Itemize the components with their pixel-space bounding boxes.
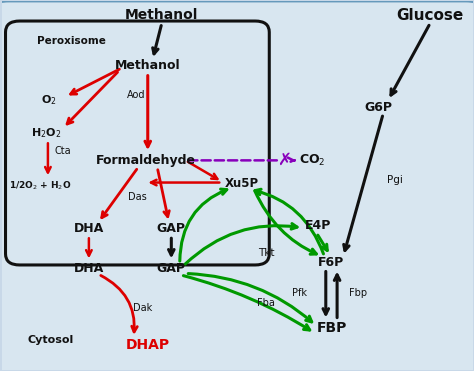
Text: E4P: E4P	[305, 219, 331, 232]
Text: Methanol: Methanol	[115, 59, 181, 72]
Text: Fbp: Fbp	[349, 288, 367, 298]
Text: ✗: ✗	[277, 151, 292, 169]
Text: Pfk: Pfk	[292, 288, 307, 298]
Text: Fba: Fba	[256, 298, 274, 308]
Text: Formaldehyde: Formaldehyde	[95, 154, 195, 167]
Text: 1/2O$_2$ + H$_2$O: 1/2O$_2$ + H$_2$O	[9, 180, 72, 193]
Text: O$_2$: O$_2$	[41, 93, 57, 107]
Text: Peroxisome: Peroxisome	[37, 36, 106, 46]
Text: Glucose: Glucose	[397, 8, 464, 23]
Text: Aod: Aod	[127, 90, 145, 100]
Text: G6P: G6P	[365, 101, 392, 114]
FancyBboxPatch shape	[6, 21, 269, 265]
Text: Methanol: Methanol	[125, 9, 199, 23]
Text: FBP: FBP	[316, 321, 346, 335]
Text: GAP: GAP	[157, 262, 186, 275]
Text: Cytosol: Cytosol	[27, 335, 74, 345]
Text: DHA: DHA	[74, 221, 104, 234]
Text: Tkt: Tkt	[258, 248, 275, 258]
Text: DHAP: DHAP	[126, 338, 170, 352]
Text: H$_2$O$_2$: H$_2$O$_2$	[31, 126, 62, 140]
Text: DHA: DHA	[74, 262, 104, 275]
Text: Xu5P: Xu5P	[225, 177, 259, 190]
Text: Das: Das	[128, 192, 147, 202]
Text: F6P: F6P	[319, 256, 345, 269]
Text: Cta: Cta	[55, 146, 71, 156]
Text: GAP: GAP	[157, 221, 186, 234]
Text: Pgi: Pgi	[387, 175, 403, 185]
Text: Dak: Dak	[133, 303, 152, 313]
Text: CO$_2$: CO$_2$	[300, 153, 326, 168]
